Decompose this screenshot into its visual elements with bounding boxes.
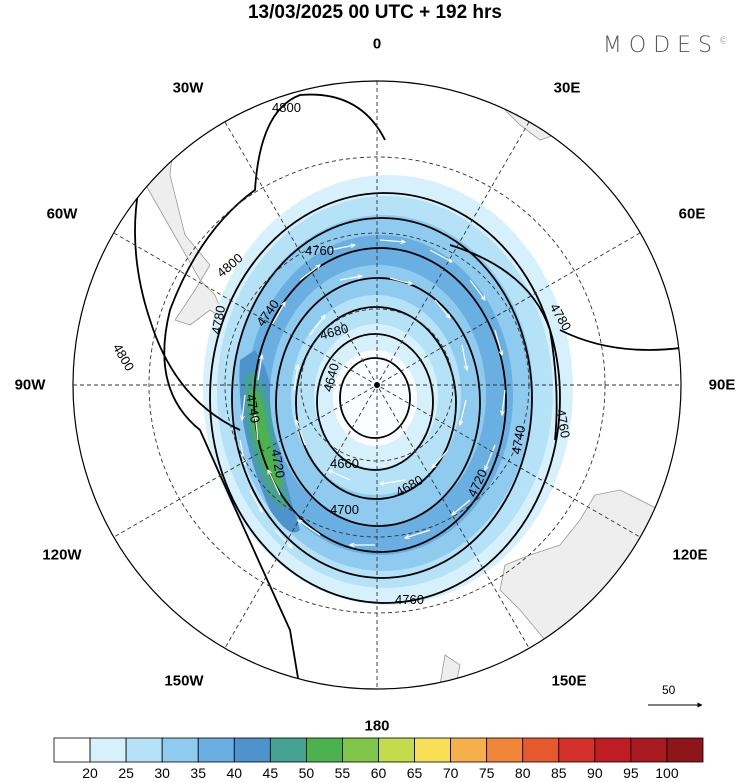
contour-label: 4800 — [110, 341, 137, 374]
colorbar-swatch — [233, 737, 271, 763]
colorbar-tick-label: 100 — [655, 765, 679, 781]
wind-speed-shading — [203, 175, 573, 605]
brand-logo: MODES© — [603, 33, 728, 58]
colorbar-tick-label: 45 — [262, 765, 279, 781]
colorbar-tick-label: 30 — [154, 765, 170, 781]
lon-label-90w: 90W — [14, 376, 46, 394]
colorbar-swatch — [666, 737, 704, 763]
colorbar-tick-label: 60 — [370, 765, 387, 781]
contour-label: 4720 — [268, 448, 288, 479]
colorbar-tick-label: 25 — [118, 765, 134, 781]
colorbar-swatch — [269, 737, 307, 763]
contour-label: 4740 — [243, 393, 263, 424]
colorbar-tick-label: 50 — [298, 765, 315, 781]
lon-label-60w: 60W — [46, 205, 78, 223]
colorbar-tick-label: 20 — [82, 765, 98, 781]
colorbar-swatch — [630, 737, 668, 763]
contour-label: 4640 — [320, 362, 342, 394]
contour-label: 4760 — [553, 408, 573, 439]
colorbar-tick-label: 65 — [406, 765, 423, 781]
colorbar-tick-label: 95 — [623, 765, 639, 781]
colorbar-swatch — [378, 737, 415, 763]
colorbar-swatch — [522, 737, 560, 763]
colorbar-tick-label: 75 — [478, 765, 495, 781]
colorbar-tick-label: 70 — [442, 765, 459, 781]
lon-label-30e: 30E — [553, 79, 581, 97]
colorbar-swatch — [197, 737, 235, 763]
brand-name: MODES — [602, 33, 719, 58]
land-africa — [504, 89, 646, 186]
contour-label: 4760 — [305, 243, 334, 258]
lon-label-120w: 120W — [42, 546, 82, 564]
colorbar-swatch — [161, 737, 199, 763]
brand-mark: © — [719, 36, 728, 47]
contour-label: 4680 — [318, 321, 350, 343]
contour-label: 4700 — [330, 502, 359, 517]
colorbar-tick-label: 85 — [550, 765, 567, 781]
map-boundary — [72, 80, 682, 690]
lon-label-30w: 30W — [172, 79, 204, 97]
colorbar-tick-label: 40 — [226, 765, 243, 781]
lon-label-90e: 90E — [708, 376, 736, 394]
contour-label: 4800 — [272, 100, 301, 115]
colorbar-swatch — [89, 737, 127, 763]
colorbar-tick-label: 55 — [334, 765, 351, 781]
colorbar-swatch — [53, 737, 91, 763]
lon-label-120e: 120E — [672, 546, 708, 564]
contour-label: 4780 — [208, 304, 228, 335]
lon-label-0: 0 — [372, 35, 382, 53]
colorbar-swatch — [414, 737, 452, 763]
contour-label: 4740 — [508, 424, 528, 455]
contour-label: 4660 — [330, 456, 359, 471]
colorbar-swatch — [305, 737, 343, 763]
wind-vectors — [239, 240, 506, 548]
reference-vector-label: 50 — [662, 683, 676, 697]
colorbar-swatch — [558, 737, 596, 763]
lon-label-60e: 60E — [678, 205, 706, 223]
colorbar-swatch — [594, 737, 632, 763]
colorbar-swatch — [486, 737, 524, 763]
colorbar-swatch — [450, 737, 488, 763]
lon-label-150e: 150E — [551, 672, 587, 690]
contour-label: 4760 — [395, 592, 424, 607]
pole-marker — [374, 382, 380, 388]
lon-label-150w: 150W — [164, 672, 204, 690]
page-title: 13/03/2025 00 UTC + 192 hrs — [247, 2, 503, 23]
colorbar-tick-label: 35 — [190, 765, 207, 781]
colorbar-swatch — [342, 737, 379, 763]
colorbar-tick-label: 90 — [587, 765, 603, 781]
colorbar — [53, 737, 704, 763]
lon-label-180: 180 — [364, 717, 390, 735]
land-south-america — [79, 129, 226, 326]
land-new-zealand — [439, 654, 461, 689]
colorbar-tick-label: 80 — [514, 765, 531, 781]
colorbar-swatch — [125, 737, 163, 763]
